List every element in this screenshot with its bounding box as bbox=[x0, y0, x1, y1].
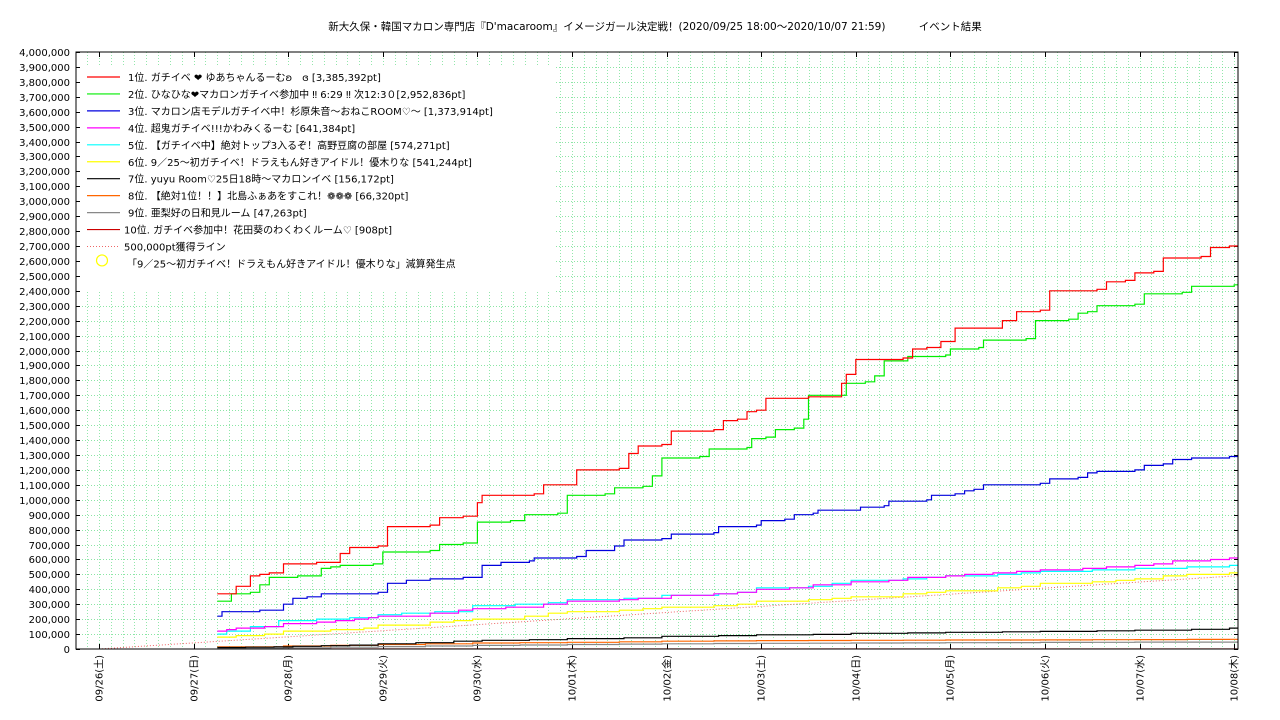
legend: 1位. ガチイベ ❤ ゆあちゃんるーむʚ ɞ [3,385,392pt] 2位. … bbox=[87, 71, 493, 270]
y-tick-label: 2,000,000 bbox=[19, 347, 70, 358]
y-tick-label: 4,000,000 bbox=[19, 48, 70, 59]
series-line-8 bbox=[217, 638, 1238, 648]
y-tick-label: 3,600,000 bbox=[19, 108, 70, 119]
y-tick-label: 300,000 bbox=[29, 600, 70, 611]
y-tick-label: 2,100,000 bbox=[19, 332, 70, 343]
series-line-6 bbox=[217, 572, 1238, 638]
series-line-5 bbox=[217, 564, 1238, 635]
y-tick-label: 1,500,000 bbox=[19, 421, 70, 432]
y-tick-label: 2,300,000 bbox=[19, 302, 70, 313]
legend-label: 2位. ひなひな❤マカロンガチイベ参加中 ‼ 6:29 ‼ 次12:3０[2,9… bbox=[128, 88, 465, 101]
legend-label: 1位. ガチイベ ❤ ゆあちゃんるーむʚ ɞ [3,385,392pt] bbox=[128, 71, 381, 84]
legend-label: 8位. 【絶対1位！！】北島ふぁあをすこれ！❁❁❁ [66,320pt] bbox=[128, 190, 409, 203]
plot-frame bbox=[75, 51, 1239, 650]
y-tick-label: 400,000 bbox=[29, 585, 70, 596]
y-tick-label: 3,000,000 bbox=[19, 197, 70, 208]
y-tick-label: 2,200,000 bbox=[19, 317, 70, 328]
y-tick-label: 2,500,000 bbox=[19, 272, 70, 283]
y-tick-label: 1,700,000 bbox=[19, 391, 70, 402]
y-tick-label: 3,900,000 bbox=[19, 63, 70, 74]
y-tick-label: 700,000 bbox=[29, 541, 70, 552]
y-tick-label: 900,000 bbox=[29, 511, 70, 522]
y-tick-label: 3,500,000 bbox=[19, 123, 70, 134]
series-layer bbox=[217, 245, 1238, 649]
y-tick-label: 2,900,000 bbox=[19, 212, 70, 223]
y-tick-label: 3,300,000 bbox=[19, 152, 70, 163]
x-tick-label: 10/02(金) bbox=[661, 655, 674, 702]
x-tick-label: 09/30(水) bbox=[472, 655, 484, 702]
y-tick-label: 2,800,000 bbox=[19, 227, 70, 238]
y-tick-label: 1,200,000 bbox=[19, 466, 70, 477]
x-axis-ticks: 09/26(土) 09/27(日) 09/28(月) 09/29(火) 09/30(水)… bbox=[93, 52, 1241, 702]
series-line-2 bbox=[217, 284, 1238, 602]
y-tick-label: 3,700,000 bbox=[19, 93, 70, 104]
legend-background bbox=[80, 66, 556, 292]
legend-label: 7位. yuyu Room♡25日18時～マカロンイベ [156,172pt] bbox=[128, 173, 394, 186]
series-line-9 bbox=[217, 641, 1238, 649]
x-tick-label: 09/26(土) bbox=[93, 655, 106, 702]
y-tick-label: 1,300,000 bbox=[19, 451, 70, 462]
legend-label: 6位. 9／25～初ガチイベ！ドラえもん好きアイドル！優木りな [541,244… bbox=[128, 156, 472, 169]
legend-label: 「9／25～初ガチイベ！ドラえもん好きアイドル！優木りな」減算発生点 bbox=[127, 257, 456, 270]
y-tick-label: 1,100,000 bbox=[19, 481, 70, 492]
y-tick-label: 100,000 bbox=[29, 630, 70, 641]
series-line-1 bbox=[217, 245, 1238, 595]
legend-marker-circle bbox=[95, 254, 109, 267]
y-tick-label: 1,900,000 bbox=[19, 361, 70, 372]
y-tick-label: 800,000 bbox=[29, 526, 70, 537]
y-tick-label: 2,600,000 bbox=[19, 257, 70, 268]
y-axis-ticks: 0 100,000 200,000 300,000 400,000 500,000 600,… bbox=[19, 48, 1238, 656]
legend-label: 5位. 【ガチイベ中】絶対トップ3入るぞ！高野豆腐の部屋 [574,271pt] bbox=[128, 139, 450, 152]
series-line-3 bbox=[217, 455, 1238, 617]
y-tick-label: 1,000,000 bbox=[19, 496, 70, 507]
series-line-7 bbox=[217, 627, 1238, 649]
y-tick-label: 2,400,000 bbox=[19, 287, 70, 298]
x-tick-label: 09/29(火) bbox=[378, 655, 390, 702]
series-line-4 bbox=[217, 557, 1238, 632]
legend-label: 4位. 超鬼ガチイベ!!!かわみくるーむ [641,384pt] bbox=[128, 122, 355, 135]
x-tick-label: 10/04(日) bbox=[852, 655, 863, 702]
x-tick-label: 10/05(月) bbox=[945, 655, 957, 702]
y-tick-label: 3,800,000 bbox=[19, 78, 70, 89]
y-tick-label: 0 bbox=[64, 645, 70, 656]
y-tick-label: 500,000 bbox=[29, 570, 70, 581]
legend-label: 3位. マカロン店モデルガチイベ中！杉原朱音～おねこROOM♡～ [1,373,… bbox=[128, 105, 493, 118]
chart-title: 新大久保・韓国マカロン専門店『D'macaroom』イメージガール決定戦！(20… bbox=[328, 21, 982, 33]
x-tick-label: 10/07(水) bbox=[1135, 655, 1147, 702]
x-tick-label: 10/03(土) bbox=[755, 655, 768, 702]
legend-label: 9位. 亜梨好の日和見ルーム [47,263pt] bbox=[128, 207, 307, 220]
x-tick-label: 09/28(月) bbox=[283, 655, 295, 702]
x-tick-label: 10/01(木) bbox=[567, 655, 579, 702]
y-tick-label: 200,000 bbox=[29, 615, 70, 626]
x-tick-label: 10/08(木) bbox=[1229, 655, 1241, 702]
x-tick-label: 10/06(火) bbox=[1040, 655, 1052, 702]
y-tick-label: 1,600,000 bbox=[19, 406, 70, 417]
legend-label: 500,000pt獲得ライン bbox=[124, 241, 226, 254]
y-tick-label: 3,200,000 bbox=[19, 167, 70, 178]
y-tick-label: 3,100,000 bbox=[19, 182, 70, 193]
legend-label: 10位. ガチイベ参加中！花田葵のわくわくルーム♡ [908pt] bbox=[124, 224, 392, 237]
y-tick-label: 1,800,000 bbox=[19, 376, 70, 387]
x-tick-label: 09/27(日) bbox=[190, 655, 201, 702]
y-tick-label: 600,000 bbox=[29, 555, 70, 566]
y-tick-label: 3,400,000 bbox=[19, 138, 70, 149]
y-tick-label: 2,700,000 bbox=[19, 242, 70, 253]
y-tick-label: 1,400,000 bbox=[19, 436, 70, 447]
